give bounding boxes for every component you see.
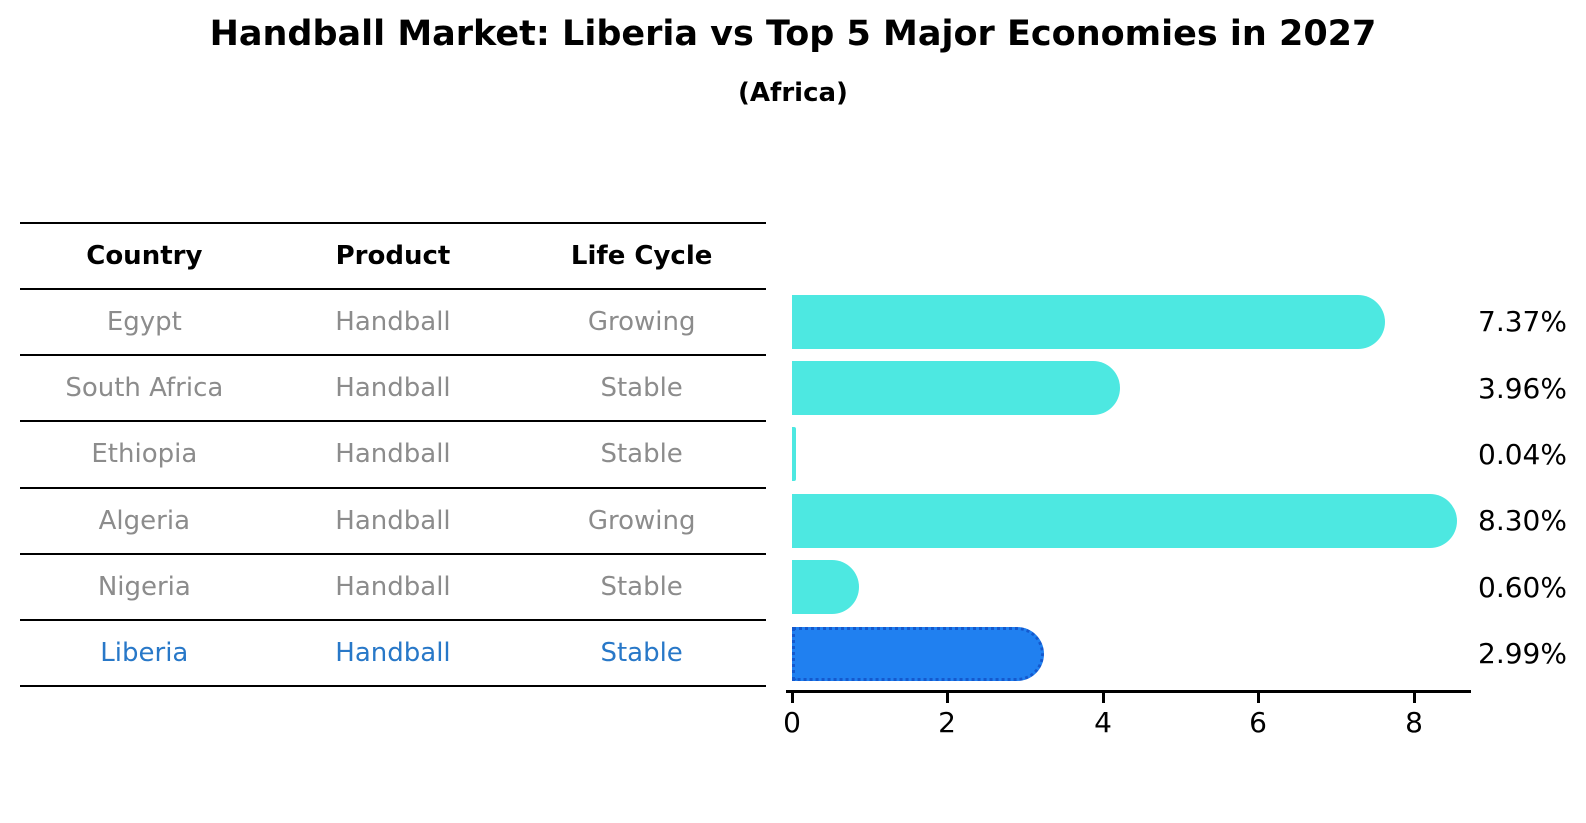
country-table: Country Product Life Cycle Egypt Handbal… [20,222,766,687]
bar-ethiopia [792,427,796,482]
value-label-row: 8.30% [1478,488,1586,554]
table-row: Algeria Handball Growing [20,489,766,555]
value-label-row: 7.37% [1478,288,1586,354]
value-label-south-africa: 3.96% [1478,371,1567,405]
cell-life-cycle: Growing [587,505,696,536]
bar-egypt [792,294,1386,349]
cell-country: Nigeria [97,571,191,602]
cell-life-cycle: Growing [587,307,696,338]
x-axis-tick-label: 0 [783,706,801,739]
x-axis-tick [1413,692,1416,703]
x-axis-tick-label: 4 [1094,706,1112,739]
value-label-row: 0.04% [1478,421,1586,487]
x-axis-tick [791,692,794,703]
cell-life-cycle: Stable [600,439,683,470]
value-label-egypt: 7.37% [1478,305,1567,339]
cell-product: Handball [335,439,451,470]
x-axis-line [786,690,1471,693]
bar-nigeria [792,560,859,615]
table-row-highlighted: Liberia Handball Stable [20,621,766,687]
table-row: Ethiopia Handball Stable [20,422,766,489]
bar-plot-area [792,288,1492,687]
bar-liberia-highlighted [792,626,1045,681]
value-label-column: 7.37% 3.96% 0.04% 8.30% 0.60% 2.99% [1478,288,1586,687]
value-label-liberia: 2.99% [1478,637,1567,671]
cell-product: Handball [335,505,451,536]
value-label-ethiopia: 0.04% [1478,437,1567,471]
bar-row [792,421,1492,487]
value-label-row: 2.99% [1478,621,1586,687]
value-label-row: 3.96% [1478,355,1586,421]
cell-product: Handball [335,307,451,338]
column-header-country: Country [86,241,203,272]
bar-algeria [792,493,1458,548]
x-axis-tick [1102,692,1105,703]
cell-product: Handball [335,637,451,668]
cell-country: South Africa [65,373,224,404]
cell-life-cycle: Stable [600,373,683,404]
bar-row [792,488,1492,554]
cell-product: Handball [335,571,451,602]
value-label-algeria: 8.30% [1478,504,1567,538]
bar-row [792,621,1492,687]
cell-country: Liberia [100,637,189,668]
column-header-life-cycle: Life Cycle [570,241,713,272]
column-header-product: Product [335,241,451,272]
cell-product: Handball [335,373,451,404]
table-header-row: Country Product Life Cycle [20,224,766,291]
table-row: Egypt Handball Growing [20,290,766,357]
cell-country: Egypt [106,307,182,338]
table-row: Nigeria Handball Stable [20,555,766,621]
x-axis-tick-label: 2 [938,706,956,739]
cell-life-cycle: Stable [600,637,683,668]
value-label-nigeria: 0.60% [1478,570,1567,604]
table-row: South Africa Handball Stable [20,356,766,423]
x-axis-tick-label: 6 [1249,706,1267,739]
value-label-row: 0.60% [1478,554,1586,620]
x-axis-tick [1257,692,1260,703]
bar-south-africa [792,361,1120,416]
bar-row [792,355,1492,421]
cell-life-cycle: Stable [600,571,683,602]
bar-row [792,554,1492,620]
x-axis-tick-label: 8 [1405,706,1423,739]
bar-row [792,288,1492,354]
x-axis-tick [946,692,949,703]
cell-country: Algeria [98,505,190,536]
chart-subtitle: (Africa) [738,78,848,108]
cell-country: Ethiopia [91,439,198,470]
chart-title: Handball Market: Liberia vs Top 5 Major … [209,14,1377,54]
